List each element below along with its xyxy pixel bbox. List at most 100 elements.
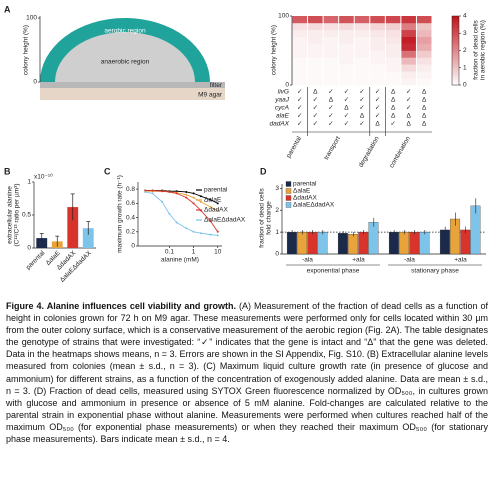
point xyxy=(192,196,195,199)
colorbar-label: in aerobic region (%) xyxy=(480,20,487,80)
heat-cell xyxy=(385,43,401,51)
y-tick-label: 100 xyxy=(26,15,37,22)
point xyxy=(209,220,212,223)
heat-cell xyxy=(308,29,323,37)
genotype-cell: ✓ xyxy=(328,89,333,96)
legend-label: ΔalaE xyxy=(204,197,222,204)
colorbar-step xyxy=(452,43,459,46)
multiplier: x10⁻¹⁰ xyxy=(34,173,53,181)
series-line xyxy=(145,190,219,233)
x-tick-label: parental xyxy=(25,249,47,271)
heat-cell xyxy=(354,43,370,51)
genotype-cell: Δ xyxy=(360,113,365,120)
genotype-cell: Δ xyxy=(391,97,396,104)
colorbar-step xyxy=(452,59,459,62)
z-tick-label: 2 xyxy=(463,47,467,54)
gene-label: yaaJ xyxy=(274,97,289,104)
colorbar-step xyxy=(452,34,459,37)
caption-title: Figure 4. Alanine influences cell viabil… xyxy=(6,301,236,311)
bar xyxy=(307,231,318,255)
heat-cell xyxy=(370,22,385,31)
genotype-cell: ✓ xyxy=(375,105,380,112)
heat-cell xyxy=(401,29,416,37)
heat-cell xyxy=(292,64,308,72)
heat-cell xyxy=(385,71,401,79)
group-label: stationary phase xyxy=(411,268,459,275)
heat-cell xyxy=(292,78,308,86)
panel-label: B xyxy=(4,166,11,176)
legend-label: parental xyxy=(293,181,317,188)
genotype-cell: ✓ xyxy=(344,113,349,120)
heat-cell xyxy=(416,57,432,65)
heat-cell xyxy=(354,16,370,24)
heat-cell xyxy=(370,36,385,44)
genotype-cell: ✓ xyxy=(313,97,318,104)
gene-label: cycA xyxy=(275,105,289,112)
gene-label: dadAX xyxy=(269,121,289,128)
bar xyxy=(388,231,399,255)
z-tick-label: 0 xyxy=(463,82,467,89)
colorbar-step xyxy=(452,81,459,84)
colorbar-step xyxy=(452,31,459,34)
y-tick-label: 0 xyxy=(33,79,37,86)
heat-cell xyxy=(385,29,401,37)
heat-cell xyxy=(416,64,432,72)
heat-cell xyxy=(401,22,416,31)
bar xyxy=(409,231,420,255)
heat-cell xyxy=(370,57,385,65)
heat-cell xyxy=(385,57,401,65)
heat-cell xyxy=(292,29,308,37)
genotype-cell: ✓ xyxy=(359,97,364,104)
heat-cell xyxy=(401,43,416,51)
heat-cell xyxy=(354,71,370,79)
heat-cell xyxy=(401,16,416,24)
heat-cell xyxy=(354,64,370,72)
genotype-cell: ✓ xyxy=(328,105,333,112)
region-label: anaerobic region xyxy=(101,59,150,66)
point xyxy=(185,190,188,193)
agar xyxy=(40,88,225,100)
colorbar-step xyxy=(452,29,459,32)
genotype-cell: Δ xyxy=(375,121,380,128)
heat-cell xyxy=(401,57,416,65)
axis-label: (C¹²/C¹³ ratio per µm³) xyxy=(14,184,21,247)
y-tick-label: 0.6 xyxy=(126,200,135,207)
point xyxy=(209,198,212,201)
point xyxy=(209,233,212,236)
heat-cell xyxy=(292,57,308,65)
heat-cell xyxy=(354,36,370,44)
x-tick-label: +ala xyxy=(352,257,365,264)
colorbar-step xyxy=(452,47,459,50)
bar xyxy=(286,231,297,255)
caption: Figure 4. Alanine influences cell viabil… xyxy=(6,300,488,445)
heat-cell xyxy=(370,64,385,72)
colorbar-step xyxy=(452,66,459,69)
genotype-cell: Δ xyxy=(391,89,396,96)
colorbar-step xyxy=(452,21,459,24)
bar xyxy=(297,231,308,255)
genotype-cell: ✓ xyxy=(297,97,302,104)
colorbar-step xyxy=(452,71,459,74)
colorbar-step xyxy=(452,74,459,77)
axis-label: fraction of dead cells xyxy=(259,187,266,247)
point xyxy=(168,213,171,215)
point xyxy=(216,209,219,212)
heat-cell xyxy=(339,16,354,24)
x-tick-label: -ala xyxy=(404,257,415,264)
colorbar-step xyxy=(452,19,459,22)
y-tick-label: 0.5 xyxy=(22,212,31,219)
y-tick-label: 1 xyxy=(27,179,31,186)
point xyxy=(151,192,154,195)
colorbar-step xyxy=(452,79,459,82)
point xyxy=(199,232,202,235)
genotype-cell: ✓ xyxy=(375,89,380,96)
region-label: aerobic region xyxy=(104,28,146,35)
colorbar-step xyxy=(452,72,459,75)
x-tick-label: +ala xyxy=(454,257,467,264)
heat-cell xyxy=(339,71,354,79)
genotype-cell: Δ xyxy=(422,113,427,120)
heat-cell xyxy=(401,71,416,79)
genotype-cell: ✓ xyxy=(390,121,395,128)
colorbar-step xyxy=(452,22,459,25)
